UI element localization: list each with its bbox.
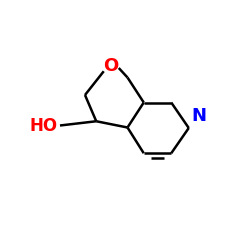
Text: N: N xyxy=(191,107,206,125)
Text: O: O xyxy=(104,57,119,75)
Text: HO: HO xyxy=(30,117,58,135)
